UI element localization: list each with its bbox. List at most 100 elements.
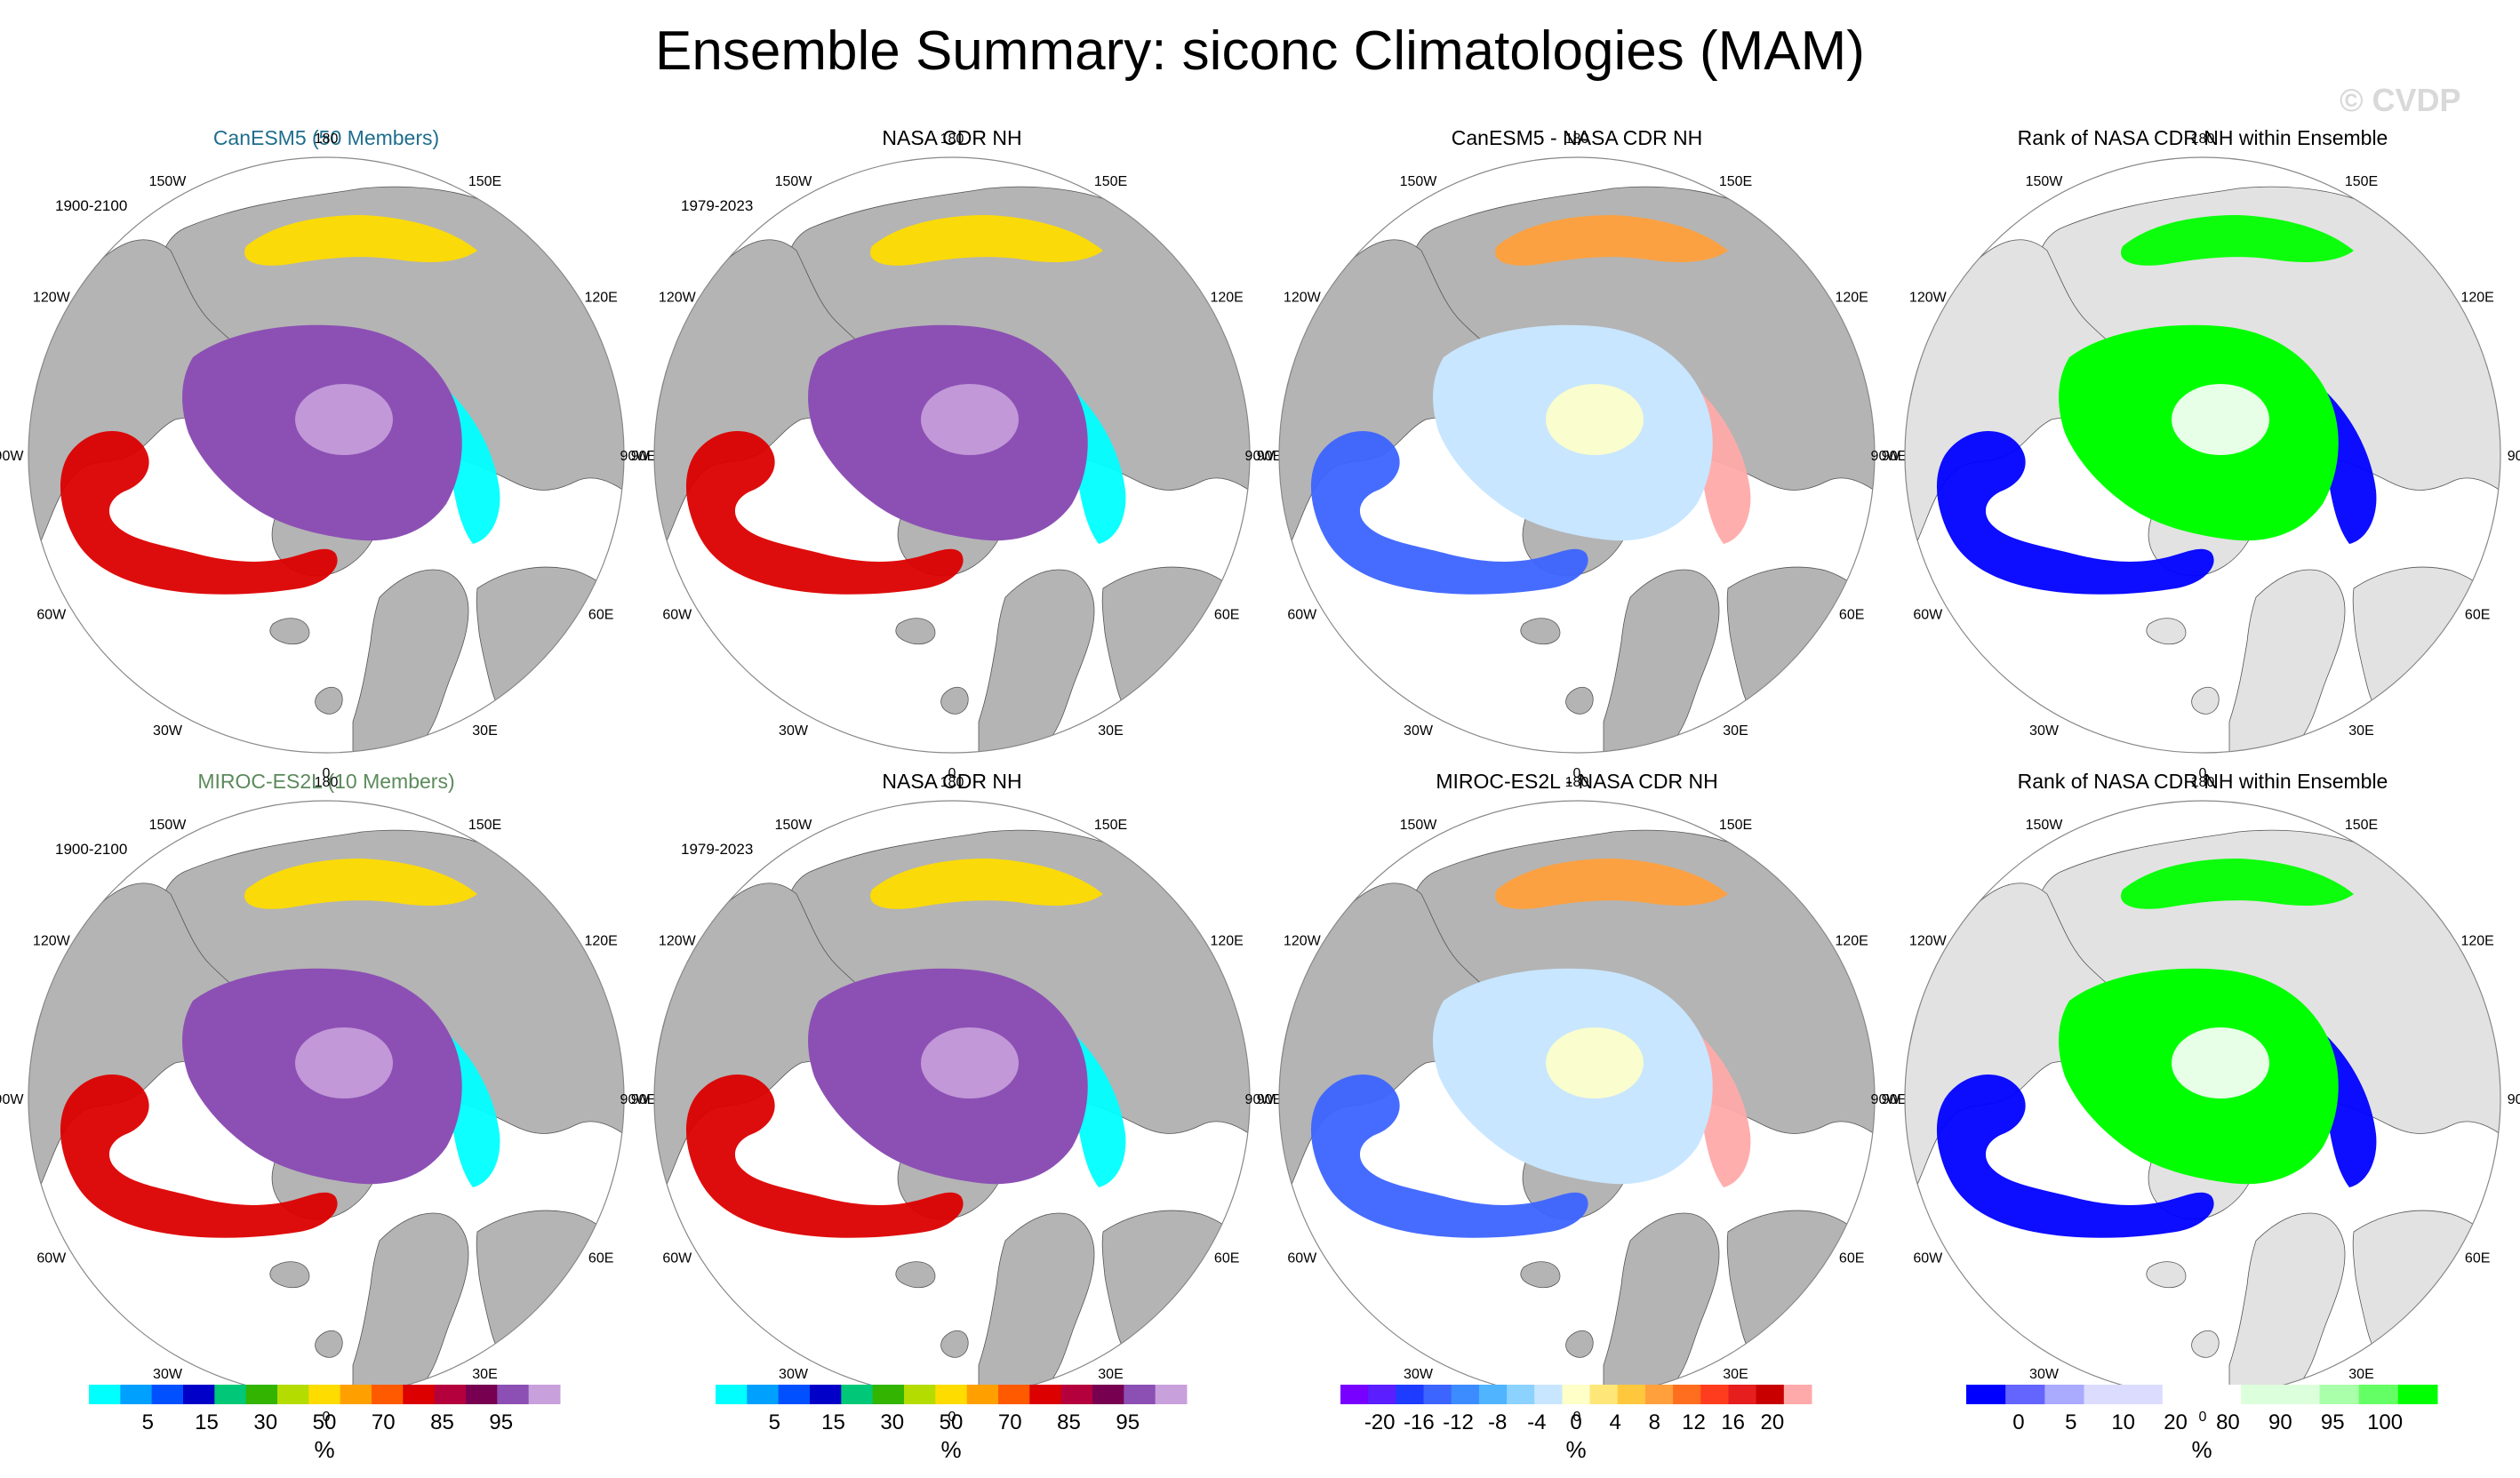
longitude-label: 90W	[1871, 449, 1901, 464]
ice-core-inner	[2172, 384, 2269, 455]
longitude-label: 150E	[2345, 818, 2378, 833]
longitude-label: 60W	[36, 608, 67, 623]
ice-core-inner	[1546, 1027, 1644, 1099]
longitude-label: 120E	[584, 934, 617, 949]
colorbar-label: 85	[1057, 1410, 1081, 1434]
longitude-label: 120E	[2460, 291, 2493, 306]
longitude-label: 120W	[1909, 291, 1948, 306]
colorbar-swatch	[1589, 1385, 1619, 1404]
longitude-label: 150E	[468, 818, 501, 833]
polar-map	[28, 156, 625, 754]
longitude-label: 60W	[1913, 1251, 1943, 1266]
colorbar-swatch	[1092, 1385, 1124, 1404]
longitude-label: 180	[1565, 775, 1589, 790]
longitude-label: 180	[2191, 132, 2215, 147]
longitude-label: 120W	[1284, 934, 1322, 949]
longitude-label: 150W	[149, 818, 188, 833]
polar-map	[1904, 800, 2501, 1397]
colorbar-unit: %	[940, 1436, 961, 1463]
colorbar-swatch	[308, 1385, 341, 1404]
colorbar-label: 95	[2321, 1410, 2345, 1434]
longitude-label: 90W	[0, 449, 24, 464]
colorbar-label: 30	[880, 1410, 904, 1434]
longitude-label: 60W	[1287, 608, 1317, 623]
longitude-label: 90E	[631, 449, 656, 464]
longitude-label: 90W	[1245, 449, 1276, 464]
longitude-label: 90E	[2508, 449, 2520, 464]
ice-edge-pacific	[1495, 859, 1728, 909]
colorbar-conc-2: 5 15 30 50 70 85 95%	[716, 1385, 1188, 1463]
colorbar-swatch	[810, 1385, 842, 1404]
longitude-label: 120W	[659, 934, 697, 949]
longitude-label: 0	[1573, 766, 1581, 781]
longitude-label: 0	[948, 766, 956, 781]
longitude-label: 180	[1565, 132, 1589, 147]
panel-title: NASA CDR NH	[882, 126, 1021, 149]
years-label: 1900-2100	[55, 841, 127, 858]
polar-map	[1904, 156, 2501, 754]
colorbar-swatch	[497, 1385, 530, 1404]
colorbar-swatch	[466, 1385, 498, 1404]
longitude-label: 30E	[472, 723, 497, 739]
colorbar-swatch	[966, 1385, 999, 1404]
longitude-label: 120E	[1210, 934, 1243, 949]
polar-map	[1278, 800, 1876, 1397]
longitude-label: 60W	[1287, 1251, 1317, 1266]
colorbar-label: 50	[313, 1410, 337, 1434]
colorbar-label: 15	[195, 1410, 219, 1434]
colorbar-swatch	[1966, 1385, 2006, 1404]
longitude-label: 120E	[2460, 934, 2493, 949]
colorbar-swatch	[277, 1385, 309, 1404]
longitude-label: 60E	[588, 1251, 613, 1266]
longitude-label: 150E	[1094, 818, 1127, 833]
colorbar-label: 8	[1649, 1410, 1660, 1434]
colorbar-label: 0	[1570, 1410, 1581, 1434]
colorbar-label: -12	[1443, 1410, 1474, 1434]
longitude-label: 180	[315, 775, 339, 790]
colorbar-swatch	[183, 1385, 215, 1404]
longitude-label: 0	[2199, 766, 2207, 781]
longitude-label: 150W	[2026, 174, 2064, 189]
polar-map	[653, 800, 1251, 1397]
longitude-label: 120W	[1284, 291, 1322, 306]
colorbar-label: -4	[1527, 1410, 1546, 1434]
ice-edge-atlantic	[1310, 1075, 1588, 1238]
colorbar-label: 16	[1721, 1410, 1745, 1434]
panel-title: Rank of NASA CDR NH within Ensemble	[2018, 126, 2388, 149]
longitude-label: 30E	[1098, 1367, 1123, 1382]
colorbar-swatch	[2280, 1385, 2320, 1404]
colorbar-swatch	[1478, 1385, 1508, 1404]
colorbar-swatch	[245, 1385, 278, 1404]
longitude-label: 60E	[588, 608, 613, 623]
colorbar-swatch	[1396, 1385, 1425, 1404]
longitude-label: 180	[2191, 775, 2215, 790]
longitude-label: 150E	[1719, 174, 1752, 189]
ice-edge-pacific	[870, 859, 1103, 909]
longitude-label: 120W	[33, 934, 71, 949]
longitude-label: 90W	[0, 1092, 24, 1107]
longitude-label: 150W	[1400, 174, 1438, 189]
colorbar-swatch	[1340, 1385, 1369, 1404]
longitude-label: 30W	[2029, 1367, 2060, 1382]
colorbar-label: 4	[1609, 1410, 1620, 1434]
longitude-label: 60W	[36, 1251, 67, 1266]
map-frame	[1904, 156, 2501, 754]
colorbar-swatch	[998, 1385, 1030, 1404]
map-panel-r1c1: CanESM5 (50 Members) 1900-2100 180 150E 120E…	[0, 126, 656, 781]
longitude-label: 90E	[631, 1092, 656, 1107]
longitude-label: 30W	[1404, 1367, 1434, 1382]
map-frame	[653, 156, 1251, 754]
colorbar-label: -20	[1364, 1410, 1396, 1434]
ice-edge-atlantic	[1310, 431, 1588, 595]
colorbar-swatch	[2123, 1385, 2164, 1404]
colorbar-label: -16	[1404, 1410, 1435, 1434]
longitude-label: 90W	[1245, 1092, 1276, 1107]
colorbar-swatch	[1562, 1385, 1591, 1404]
colorbar-swatch	[1507, 1385, 1535, 1404]
colorbar-unit: %	[2191, 1436, 2212, 1463]
colorbar-unit: %	[314, 1436, 334, 1463]
colorbar-label: 100	[2367, 1410, 2403, 1434]
longitude-label: 150W	[149, 174, 188, 189]
colorbar-swatch	[1155, 1385, 1188, 1404]
